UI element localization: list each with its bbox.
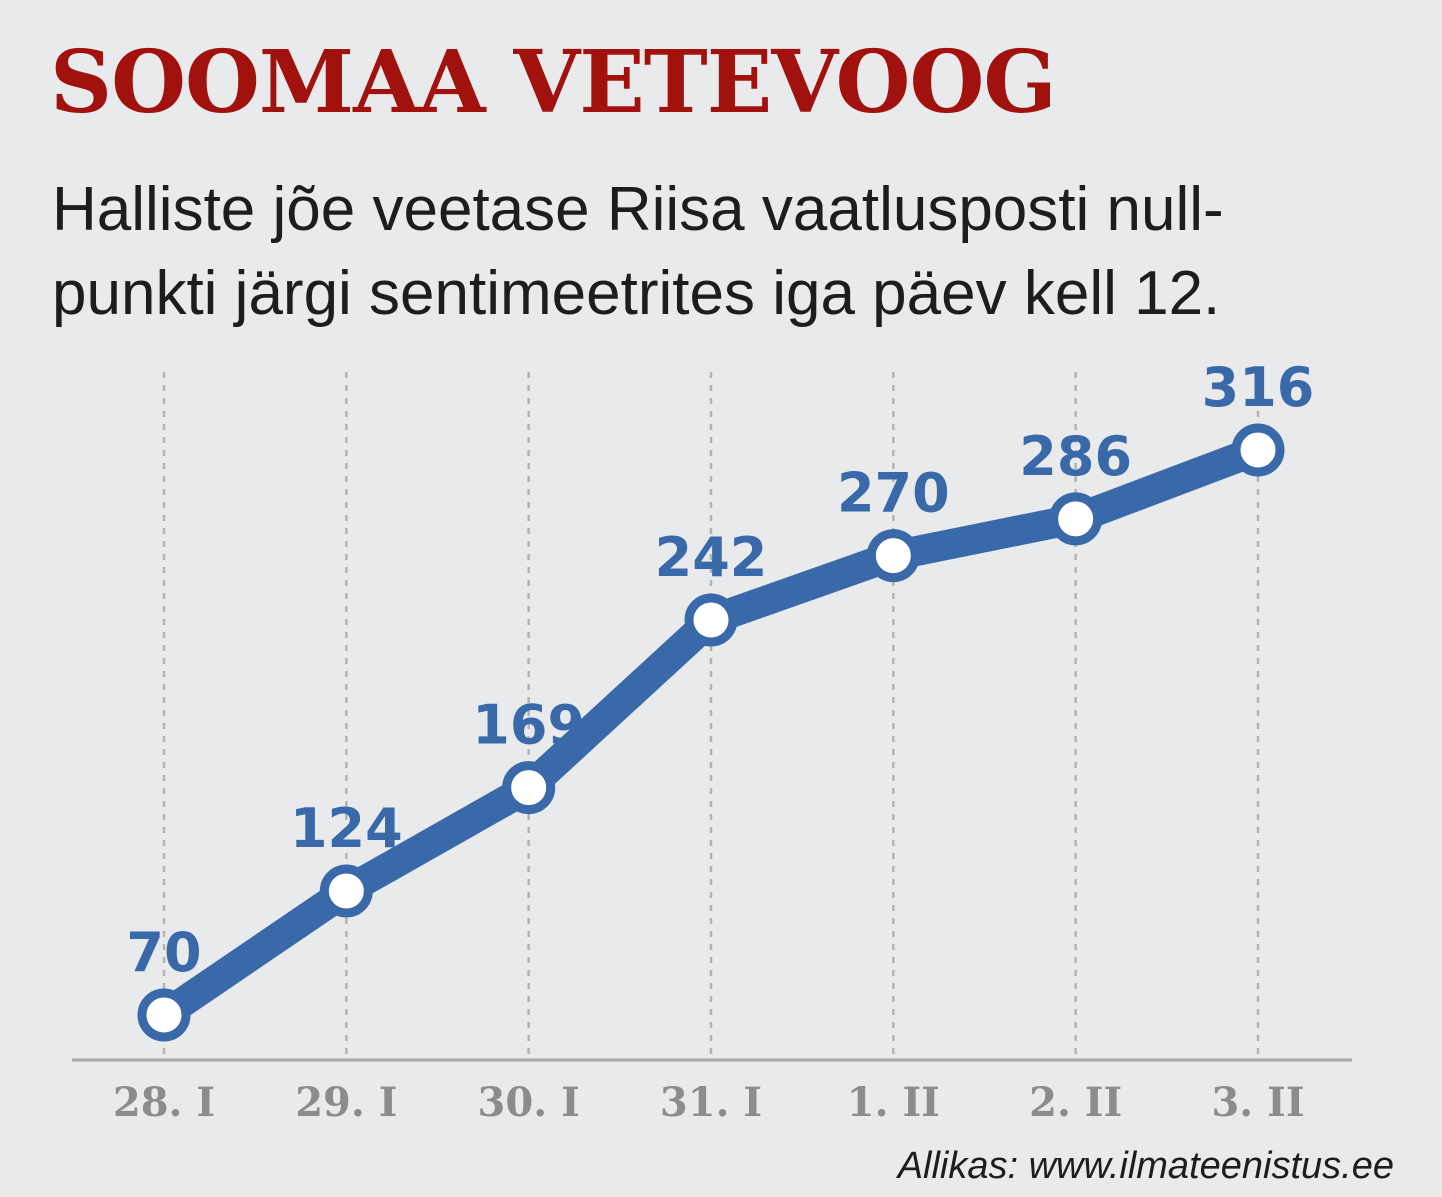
data-label: 316 bbox=[1202, 356, 1315, 419]
data-label: 270 bbox=[837, 462, 950, 525]
chart-subtitle: Halliste jõe veetase Riisa vaatlusposti … bbox=[52, 168, 1412, 336]
data-points bbox=[137, 423, 1285, 1042]
data-point bbox=[319, 864, 373, 918]
x-tick-label: 2. II bbox=[1029, 1079, 1122, 1126]
data-point bbox=[137, 988, 191, 1042]
data-point bbox=[502, 761, 556, 815]
gridlines bbox=[162, 372, 1260, 1060]
data-labels: 70 124 169 242 270 286 316 bbox=[126, 356, 1314, 984]
data-label: 286 bbox=[1019, 425, 1132, 488]
x-tick-label: 30. I bbox=[478, 1079, 580, 1126]
data-label: 169 bbox=[472, 694, 585, 757]
data-point bbox=[1049, 492, 1103, 546]
data-label: 70 bbox=[126, 921, 201, 984]
x-tick-label: 3. II bbox=[1211, 1079, 1304, 1126]
x-tick-label: 28. I bbox=[113, 1079, 215, 1126]
data-label: 124 bbox=[290, 797, 403, 860]
subtitle-line-1: Halliste jõe veetase Riisa vaatlusposti … bbox=[52, 175, 1224, 244]
data-label: 242 bbox=[655, 526, 768, 589]
x-tick-label: 1. II bbox=[847, 1079, 940, 1126]
data-point bbox=[684, 593, 738, 647]
x-tick-label: 29. I bbox=[295, 1079, 397, 1126]
chart-title: SOOMAA VETEVOOG bbox=[50, 32, 1057, 133]
data-point bbox=[1231, 423, 1285, 477]
source-credit: Allikas: www.ilmateenistus.ee bbox=[897, 1145, 1394, 1187]
x-tick-labels: 28. I 29. I 30. I 31. I 1. II 2. II 3. II bbox=[113, 1079, 1305, 1126]
subtitle-line-2: punkti järgi sentimeetrites iga päev kel… bbox=[52, 259, 1221, 328]
x-tick-label: 31. I bbox=[660, 1079, 762, 1126]
data-point bbox=[866, 529, 920, 583]
